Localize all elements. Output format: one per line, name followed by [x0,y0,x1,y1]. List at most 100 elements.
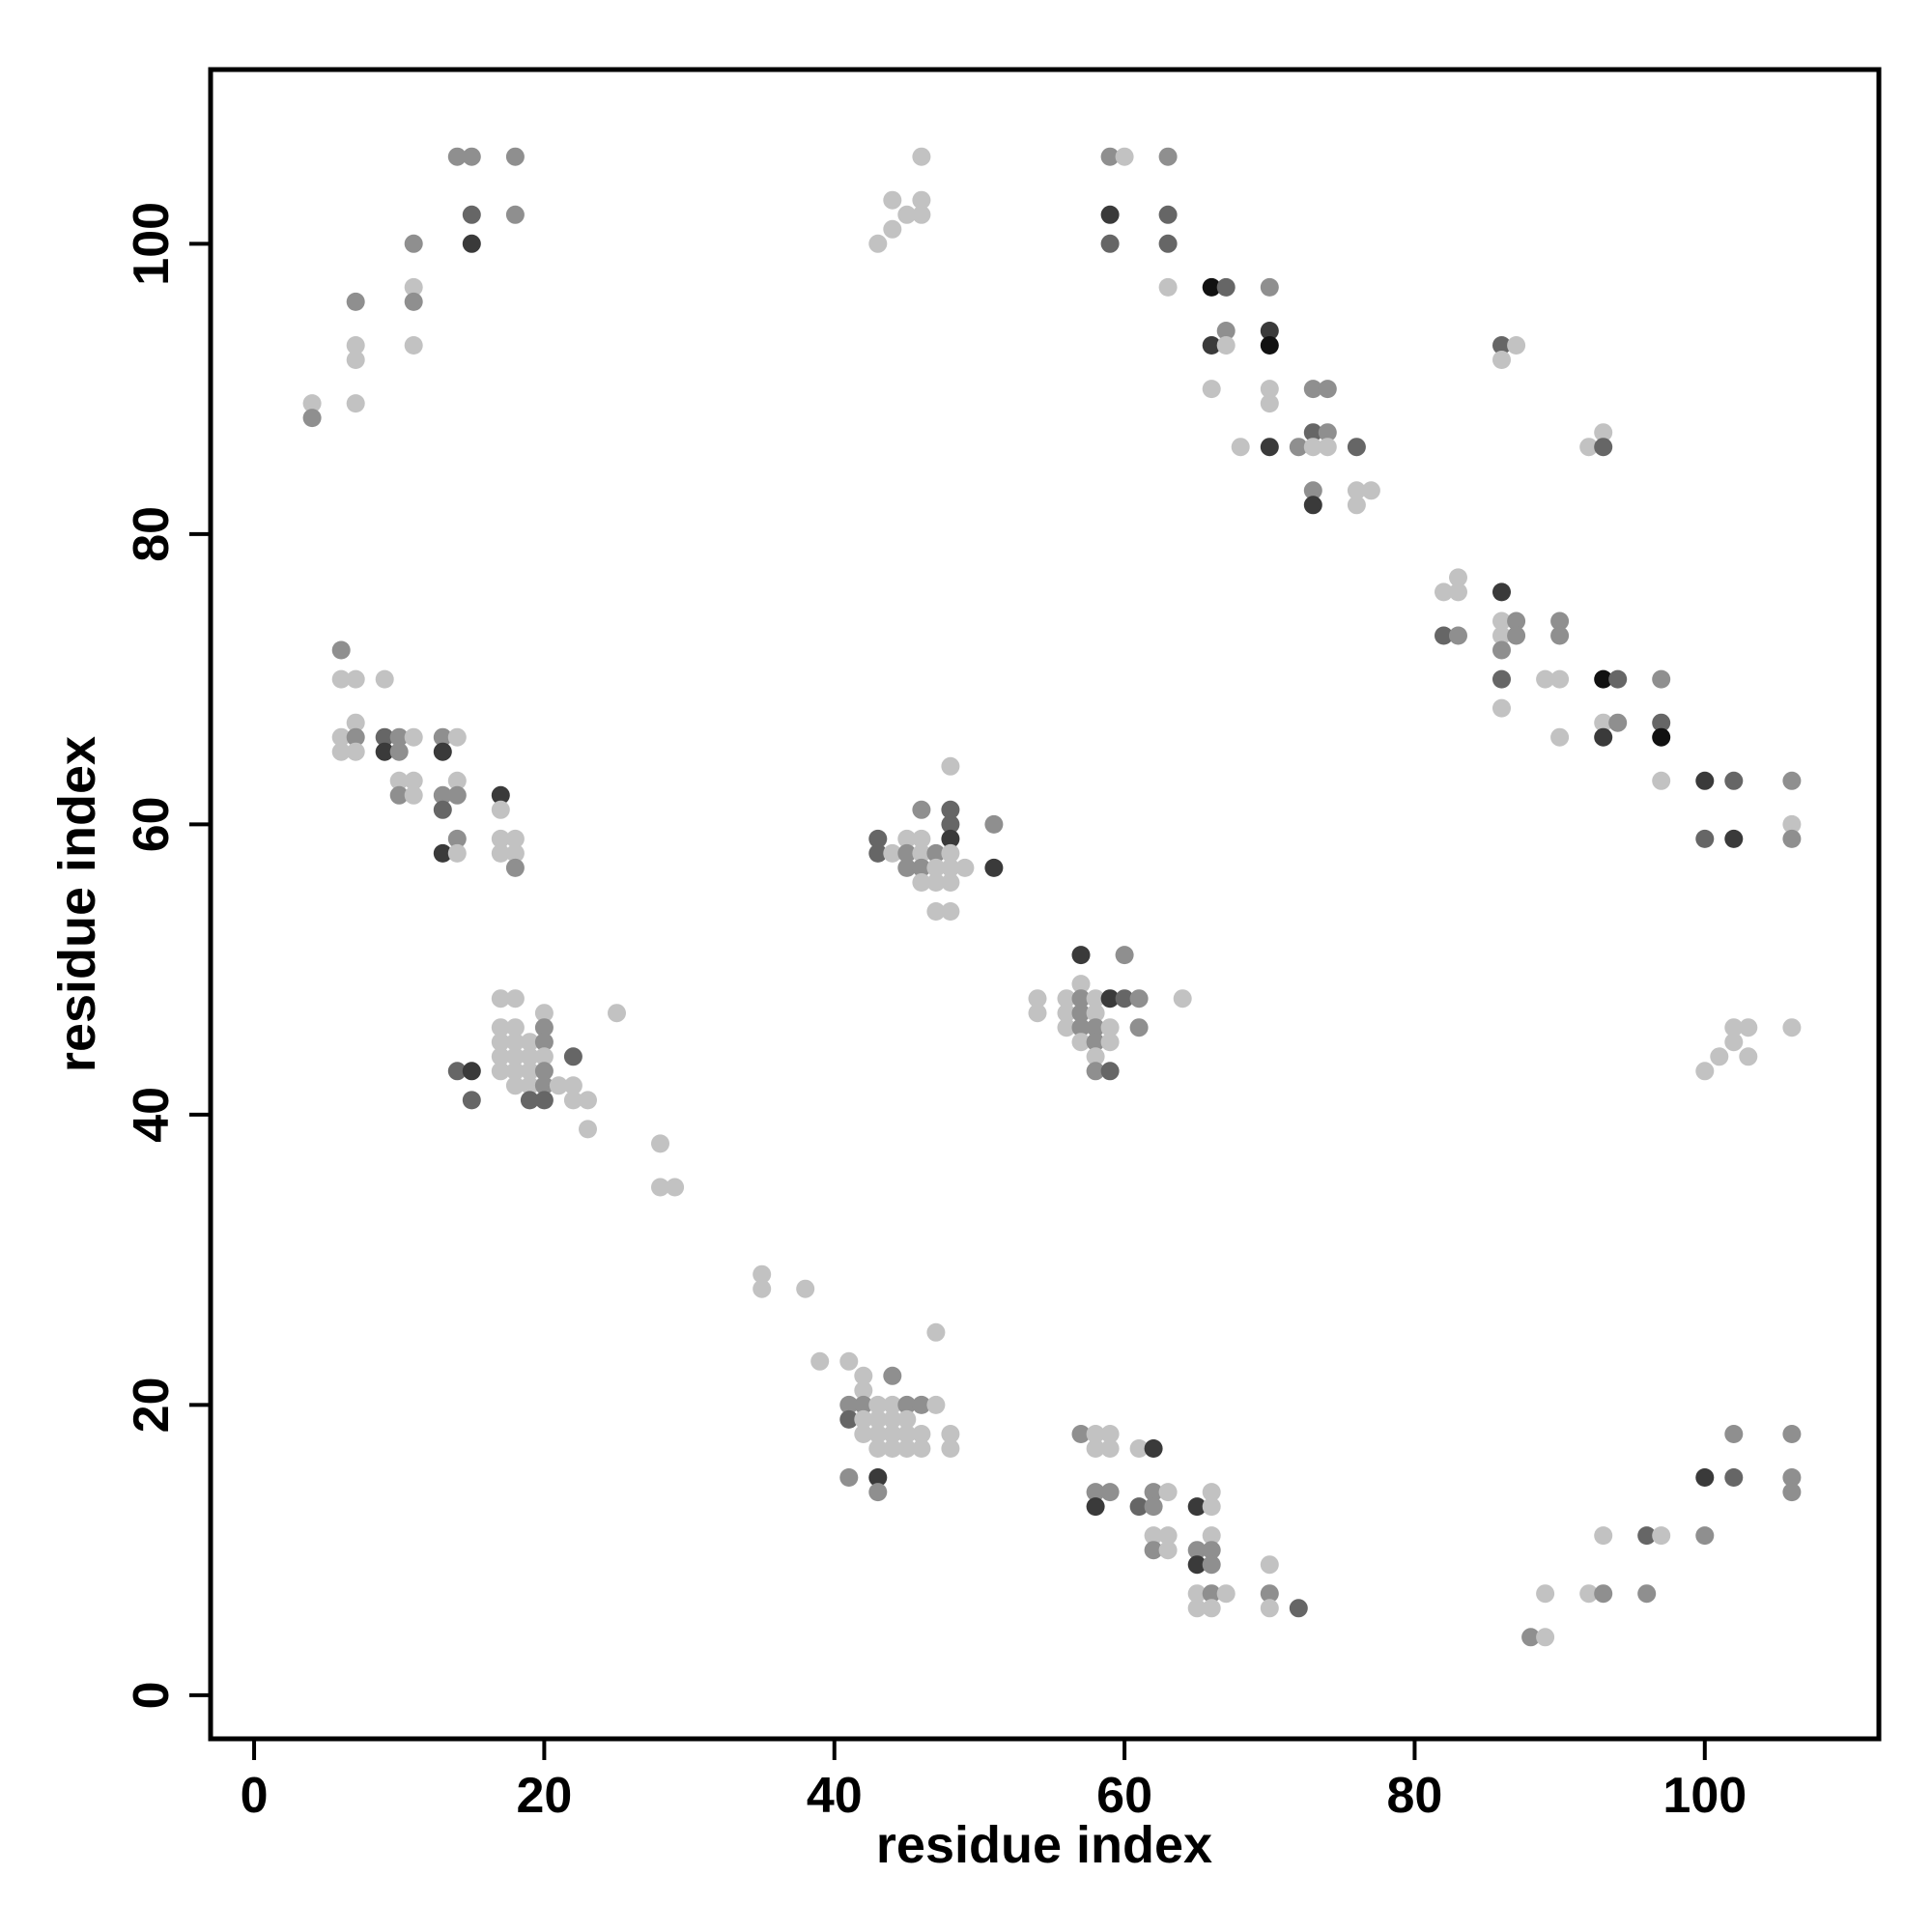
data-point-218 [926,858,946,877]
data-point-208 [912,800,931,819]
data-point-225 [941,902,960,921]
data-point-52 [1303,496,1322,515]
data-point-18 [883,219,902,239]
data-point-310 [1724,1033,1744,1052]
data-point-235 [1057,1004,1076,1023]
data-point-45 [1303,380,1322,399]
data-point-184 [839,1409,859,1429]
data-point-267 [1158,1483,1178,1502]
data-point-19 [897,205,917,224]
data-point-285 [1202,1599,1221,1618]
data-point-224 [926,902,946,921]
data-point-107 [389,727,409,747]
data-point-138 [534,1018,554,1037]
data-point-161 [534,1091,554,1110]
data-point-186 [868,1409,888,1429]
data-point-5 [346,394,365,413]
data-point-251 [1115,946,1134,965]
data-point-192 [897,1425,917,1443]
data-point-256 [1086,1425,1105,1443]
data-point-72 [1507,626,1526,645]
data-point-127 [491,829,510,848]
data-point-264 [1086,1497,1105,1517]
data-point-311 [1739,1047,1758,1066]
data-point-163 [579,1091,597,1110]
data-point-29 [1158,234,1178,253]
data-point-140 [505,1033,525,1052]
data-point-80 [1550,727,1570,747]
data-point-97 [331,640,351,660]
data-point-112 [404,771,423,790]
data-point-74 [1492,669,1511,689]
data-point-194 [941,1425,960,1443]
data-point-185 [854,1409,873,1429]
data-point-136 [491,1018,510,1037]
data-point-132 [491,989,510,1009]
data-point-223 [941,873,960,892]
data-point-202 [868,1483,888,1502]
data-point-292 [1536,1584,1555,1604]
data-point-95 [1782,814,1802,834]
data-point-246 [1086,1062,1105,1081]
data-point-258 [1086,1439,1105,1458]
data-point-109 [375,742,394,761]
data-point-56 [1347,496,1366,515]
data-point-42 [1260,394,1279,413]
data-point-277 [1187,1541,1207,1560]
data-point-254 [1173,989,1192,1009]
data-point-3 [346,336,365,355]
data-point-252 [1071,946,1091,965]
data-point-90 [1695,771,1715,790]
data-point-110 [389,742,409,761]
data-point-295 [1594,1526,1613,1546]
data-point-288 [1260,1599,1279,1618]
data-point-41 [1260,380,1279,399]
data-point-87 [1652,713,1671,732]
data-point-306 [1695,1062,1715,1081]
data-point-88 [1652,727,1671,747]
data-point-148 [505,1062,525,1081]
data-point-196 [883,1439,902,1458]
data-point-120 [447,785,467,805]
data-point-32 [1216,277,1236,297]
data-point-177 [839,1395,859,1414]
data-point-180 [883,1395,902,1414]
data-point-274 [1202,1483,1221,1502]
data-point-262 [1086,1483,1105,1502]
data-point-53 [1347,438,1366,457]
data-point-134 [534,1004,554,1023]
data-point-62 [1594,438,1613,457]
data-point-66 [1435,626,1453,645]
data-point-309 [1739,1018,1758,1037]
data-point-60 [1579,438,1599,457]
data-point-141 [520,1033,539,1052]
data-point-269 [1144,1526,1163,1546]
data-point-268 [1144,1497,1163,1517]
x-axis-label: residue index [876,1816,1212,1874]
data-point-143 [491,1047,510,1066]
data-point-266 [1144,1483,1163,1502]
data-point-151 [447,1062,467,1081]
data-point-226 [941,756,960,776]
data-point-0 [302,394,322,413]
data-point-121 [433,800,452,819]
y-tick-label-80: 80 [124,506,180,562]
data-point-111 [389,771,409,790]
data-point-206 [897,829,917,848]
data-point-205 [883,843,902,863]
data-point-260 [1129,1439,1149,1458]
data-point-100 [375,669,394,689]
data-point-139 [491,1033,510,1052]
data-point-299 [1695,1468,1715,1487]
data-point-153 [505,1076,525,1095]
data-point-233 [1071,989,1091,1009]
data-point-25 [1158,147,1178,166]
data-point-114 [404,785,423,805]
data-point-103 [346,727,365,747]
data-point-35 [1216,336,1236,355]
data-point-217 [912,858,931,877]
data-point-158 [563,1047,582,1066]
data-point-57 [1492,336,1511,355]
data-point-279 [1187,1555,1207,1575]
data-point-85 [1594,727,1613,747]
